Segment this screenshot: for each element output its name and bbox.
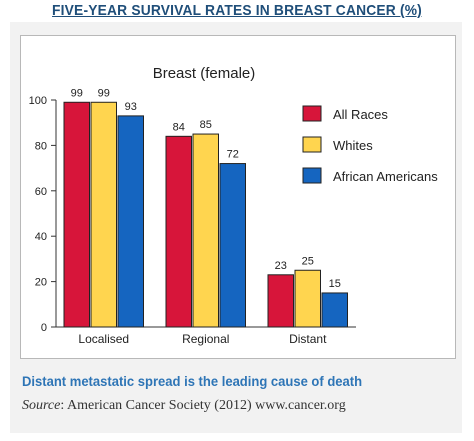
bar [90, 101, 117, 328]
legend-swatch [302, 136, 322, 153]
x-tick-label: Regional [182, 332, 229, 346]
bar [63, 101, 90, 328]
legend-label: African Americans [333, 169, 438, 184]
source-text: : American Cancer Society (2012) www.can… [60, 398, 346, 413]
y-tick-label: 40 [35, 231, 47, 243]
bar-value-label: 84 [173, 121, 185, 133]
bar [267, 274, 294, 328]
source-line: Source: American Cancer Society (2012) w… [22, 398, 452, 414]
bar [321, 292, 348, 328]
legend-swatch [302, 167, 322, 184]
x-tick-label: Localised [78, 332, 129, 346]
caption: Distant metastatic spread is the leading… [22, 373, 363, 389]
source-label: Source [22, 398, 61, 413]
chart-title: Breast (female) [153, 65, 256, 82]
bar-value-label: 93 [125, 101, 137, 113]
header-band [0, 0, 474, 22]
bar-value-label: 25 [302, 255, 314, 267]
bar-value-label: 72 [227, 149, 239, 161]
bar-value-label: 99 [71, 87, 83, 99]
bar [117, 115, 144, 328]
y-tick-label: 80 [35, 140, 47, 152]
y-tick-label: 20 [35, 277, 47, 289]
bar-value-label: 99 [98, 87, 110, 99]
legend-label: All Races [333, 107, 388, 122]
x-tick-label: Distant [289, 332, 327, 346]
bar [294, 269, 321, 328]
y-tick-label: 60 [35, 186, 47, 198]
bar [192, 133, 219, 328]
bar [165, 135, 192, 328]
bar [219, 163, 246, 328]
bar-value-label: 15 [329, 278, 341, 290]
legend-swatch [302, 105, 322, 122]
bar-value-label: 85 [200, 119, 212, 131]
y-tick-label: 100 [29, 95, 47, 107]
legend-label: Whites [333, 138, 373, 153]
page-title: FIVE-YEAR SURVIVAL RATES IN BREAST CANCE… [52, 2, 422, 19]
bar-value-label: 23 [275, 260, 287, 272]
y-tick-label: 0 [41, 322, 47, 334]
